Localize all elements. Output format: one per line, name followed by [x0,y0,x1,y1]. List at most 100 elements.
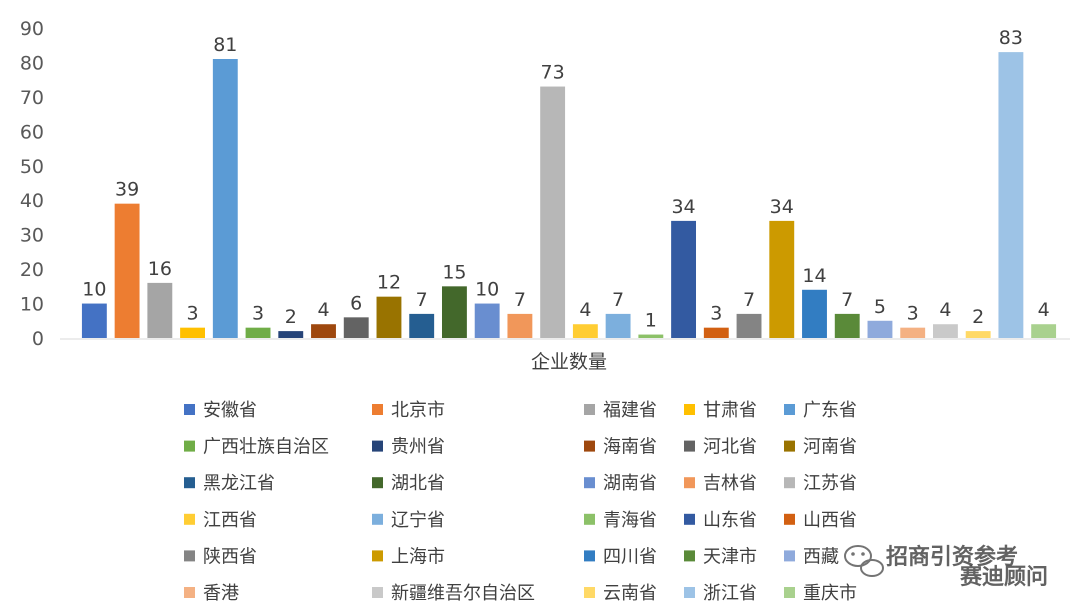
watermark-line-2: 赛迪顾问 [959,564,1048,590]
watermark: 招商引资参考 赛迪顾问 [844,544,1048,590]
legend-item: 青海省 [584,510,657,531]
data-label: 7 [514,289,526,311]
y-tick-label: 60 [20,121,44,143]
legend-label: 黑龙江省 [203,473,275,494]
legend-label: 江苏省 [803,473,857,494]
bar [605,313,631,338]
legend-item: 黑龙江省 [184,473,275,494]
data-label: 3 [252,303,264,325]
data-label: 12 [377,272,401,294]
data-label: 73 [541,62,565,84]
legend-swatch [372,440,383,452]
legend-swatch [584,440,595,452]
legend-swatch [684,440,695,452]
legend-swatch [372,404,383,415]
legend-item: 云南省 [584,583,657,604]
legend-item: 贵州省 [372,437,445,458]
data-label: 1 [645,310,657,332]
data-label: 10 [475,279,499,301]
legend-item: 新疆维吾尔自治区 [372,583,535,604]
legend-swatch [584,550,595,562]
legend-item: 山西省 [784,510,857,531]
legend-swatch [684,587,695,598]
bar [474,303,500,338]
data-label: 4 [317,299,329,321]
legend-swatch [784,550,795,562]
legend-swatch [372,513,383,525]
legend-label: 新疆维吾尔自治区 [391,583,535,604]
legend-label: 四川省 [603,546,657,567]
bar [867,320,893,338]
legend-label: 北京市 [391,400,445,421]
data-label: 2 [285,306,297,328]
bar [540,86,566,338]
data-label: 4 [939,299,951,321]
legend-swatch [184,440,195,452]
bar [212,59,238,338]
y-tick-label: 80 [20,52,44,74]
data-label: 4 [1038,299,1050,321]
data-label: 2 [972,306,984,328]
y-tick-label: 10 [20,294,44,316]
bar [1031,324,1057,338]
x-axis-label: 企业数量 [531,351,607,373]
legend-item: 江苏省 [784,473,857,494]
legend-swatch [684,477,695,489]
legend-label: 浙江省 [703,583,757,604]
legend-label: 甘肃省 [703,400,757,421]
legend-item: 海南省 [584,437,657,458]
data-label: 10 [82,279,106,301]
bar [572,324,598,338]
legend-label: 青海省 [603,510,657,531]
data-label: 39 [115,179,139,201]
y-tick-label: 40 [20,190,44,212]
legend-swatch [184,477,195,489]
bar [278,331,304,338]
watermark-line-1: 招商引资参考 [886,544,1018,570]
legend-item: 上海市 [372,546,445,567]
bar [769,220,795,338]
legend-label: 河南省 [803,437,857,458]
data-label: 7 [416,289,428,311]
data-label: 7 [743,289,755,311]
legend-label: 山东省 [703,510,757,531]
bar [736,313,762,338]
data-label: 7 [841,289,853,311]
legend-label: 广东省 [803,400,857,421]
legend-label: 贵州省 [391,437,445,458]
bar [376,296,402,338]
bar [965,331,991,338]
legend-label: 重庆市 [803,583,857,604]
legend-item: 河南省 [784,437,857,458]
bar [441,286,467,338]
legend-label: 陕西省 [203,546,257,567]
legend-swatch [184,550,195,562]
legend-swatch [784,404,795,415]
data-label: 83 [999,27,1023,49]
legend-label: 湖南省 [603,473,657,494]
bar [409,313,435,338]
legend-label: 香港 [203,583,239,604]
legend-item: 广东省 [784,400,857,421]
data-label: 34 [770,196,794,218]
bars [81,52,1057,338]
bar [932,324,958,338]
legend-item: 甘肃省 [684,400,757,421]
y-tick-label: 70 [20,87,44,109]
data-label: 34 [671,196,695,218]
legend-swatch [784,513,795,525]
legend-item: 河北省 [684,437,757,458]
legend-item: 陕西省 [184,546,257,567]
legend-label: 上海市 [391,546,445,567]
bar [245,327,271,338]
bar [703,327,729,338]
y-tick-label: 50 [20,156,44,178]
legend-label: 云南省 [603,583,657,604]
legend-swatch [184,587,195,598]
legend-label: 吉林省 [703,473,757,494]
legend-swatch [684,513,695,525]
data-label: 81 [213,34,237,56]
